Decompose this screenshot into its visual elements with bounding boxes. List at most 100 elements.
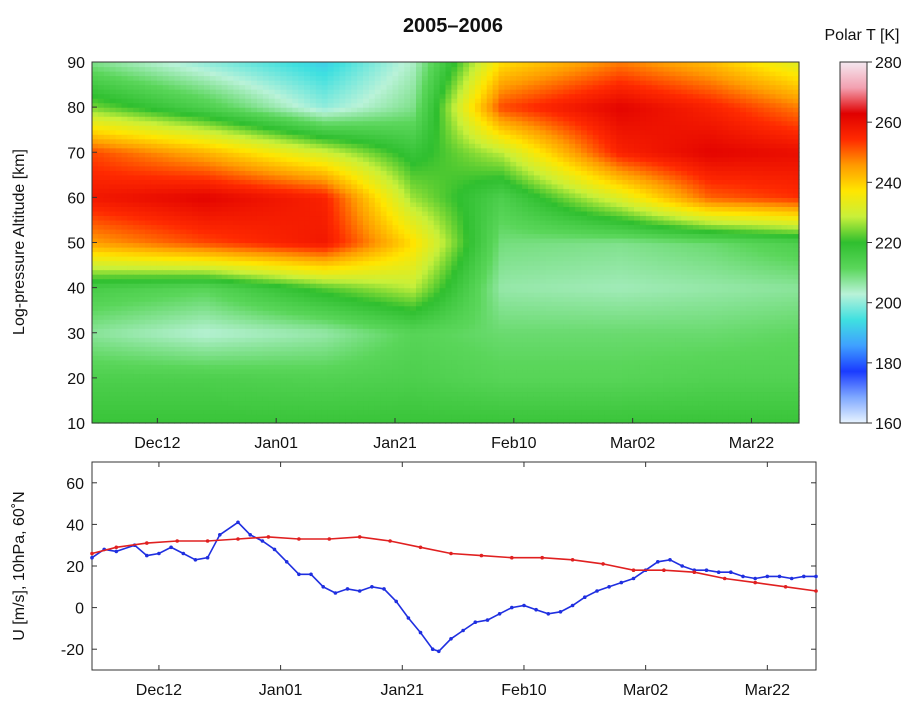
heatmap-cell [427,98,435,104]
heatmap-cell [309,134,317,140]
heatmap-cell [215,233,223,239]
heatmap-cell [392,332,399,338]
heatmap-cell [121,341,128,347]
heatmap-cell [327,395,335,402]
heatmap-cell [209,283,217,289]
heatmap-cell [280,102,288,108]
heatmap-cell [404,346,411,352]
heatmap-cell [315,382,323,388]
heatmap-cell [139,301,146,307]
heatmap-cell [192,201,199,207]
heatmap-cell [345,210,352,217]
heatmap-cell [439,197,447,203]
heatmap-cell [239,359,246,365]
heatmap-cell [127,102,134,108]
heatmap-cell [168,143,176,149]
heatmap-cell [92,269,99,275]
heatmap-cell [209,328,217,334]
heatmap-cell [162,206,170,212]
heatmap-cell [445,237,452,244]
heatmap-cell [333,134,341,140]
heatmap-cell [445,179,452,185]
heatmap-cell [103,319,111,325]
heatmap-cell [150,156,158,162]
heatmap-cell [97,323,105,329]
heatmap-cell [221,359,229,365]
heatmap-cell [380,129,388,135]
heatmap-cell [392,391,399,397]
heatmap-cell [315,386,323,393]
heatmap-cell [363,170,370,176]
heatmap-cell [280,75,288,81]
heatmap-cell [304,332,311,338]
heatmap-cell [186,93,193,99]
heatmap-cell [427,256,435,262]
heatmap-cell [168,197,176,203]
heatmap-cell [339,98,346,104]
heatmap-cell [262,278,270,284]
heatmap-cell [445,174,452,180]
heatmap-cell [97,120,105,126]
heatmap-cell [433,400,441,406]
heatmap-cell [139,75,146,81]
heatmap-cell [103,332,111,338]
heatmap-cell [274,111,282,117]
heatmap-cell [351,206,358,212]
heatmap-cell [174,337,181,343]
heatmap-cell [286,215,293,221]
heatmap-cell [133,93,140,99]
heatmap-cell [256,287,264,293]
heatmap-cell [245,192,252,198]
heatmap-cell [445,305,452,311]
heatmap-cell [433,192,441,198]
heatmap-cell [374,323,382,329]
heatmap-cell [321,120,329,126]
heatmap-cell [421,183,429,189]
heatmap-cell [445,206,452,212]
heatmap-cell [180,256,187,262]
heatmap-cell [433,386,441,393]
heatmap-cell [304,323,311,329]
heatmap-cell [357,413,364,420]
heatmap-cell [221,350,229,356]
heatmap-cell [168,364,176,370]
heatmap-cell [156,75,164,81]
heatmap-cell [121,80,128,86]
heatmap-cell [251,377,258,383]
heatmap-cell [97,278,105,284]
heatmap-cell [392,283,399,289]
heatmap-cell [145,107,152,113]
heatmap-cell [339,247,346,253]
heatmap-cell [380,323,388,329]
heatmap-cell [380,228,388,235]
heatmap-cell [457,296,464,302]
heatmap-cell [404,328,411,334]
heatmap-cell [180,219,187,226]
heatmap-cell [256,237,264,244]
heatmap-cell [103,228,111,235]
heatmap-cell [174,116,181,122]
heatmap-cell [192,350,199,356]
heatmap-cell [421,314,429,320]
heatmap-cell [392,93,399,99]
heatmap-cell [215,364,223,370]
heatmap-cell [198,400,205,406]
heatmap-cell [239,188,246,194]
heatmap-cell [221,382,229,388]
heatmap-cell [233,228,240,235]
heatmap-cell [345,134,352,140]
heatmap-cell [339,138,346,144]
heatmap-cell [304,170,311,176]
heatmap-cell [139,247,146,253]
heatmap-cell [345,386,352,393]
heatmap-cell [109,292,117,298]
heatmap-cell [416,341,423,347]
heatmap-cell [339,301,346,307]
heatmap-cell [256,256,264,262]
heatmap-cell [286,66,293,72]
heatmap-cell [150,332,158,338]
heatmap-cell [309,301,317,307]
heatmap-cell [268,237,276,244]
heatmap-cell [227,355,234,361]
heatmap-cell [186,111,193,117]
